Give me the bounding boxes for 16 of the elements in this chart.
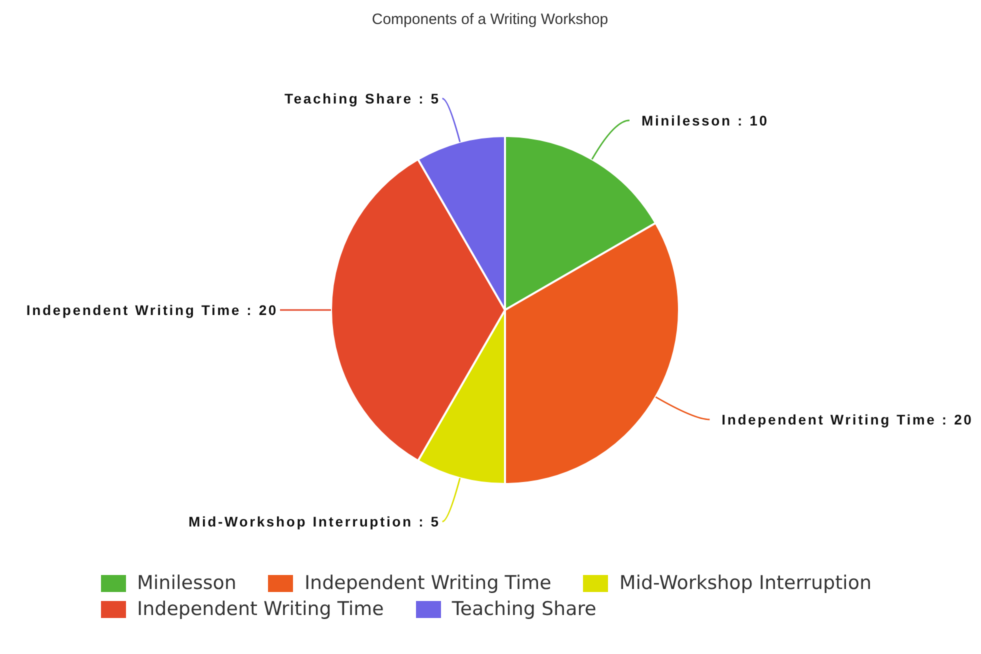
legend-label: Independent Writing Time	[304, 572, 552, 594]
legend-label: Independent Writing Time	[137, 598, 384, 620]
slice-label: Mid-Workshop Interruption	[188, 514, 413, 530]
legend-label: Teaching Share	[452, 598, 596, 620]
slice-label: Independent Writing Time	[26, 302, 241, 318]
data-label: : 5	[418, 90, 440, 106]
chart-title: Components of a Writing Workshop	[372, 11, 608, 28]
legend-label: Mid-Workshop Interruption	[619, 572, 872, 594]
data-label: : 20	[246, 302, 278, 318]
data-label: : 10	[738, 112, 769, 128]
slice-label: Teaching Share	[284, 90, 413, 106]
legend-label: Minilesson	[137, 572, 236, 594]
data-label: : 20	[942, 412, 974, 428]
slice-label: Independent Writing Time	[722, 412, 936, 428]
data-label: : 5	[418, 514, 440, 530]
slice-label: Minilesson	[642, 112, 732, 128]
